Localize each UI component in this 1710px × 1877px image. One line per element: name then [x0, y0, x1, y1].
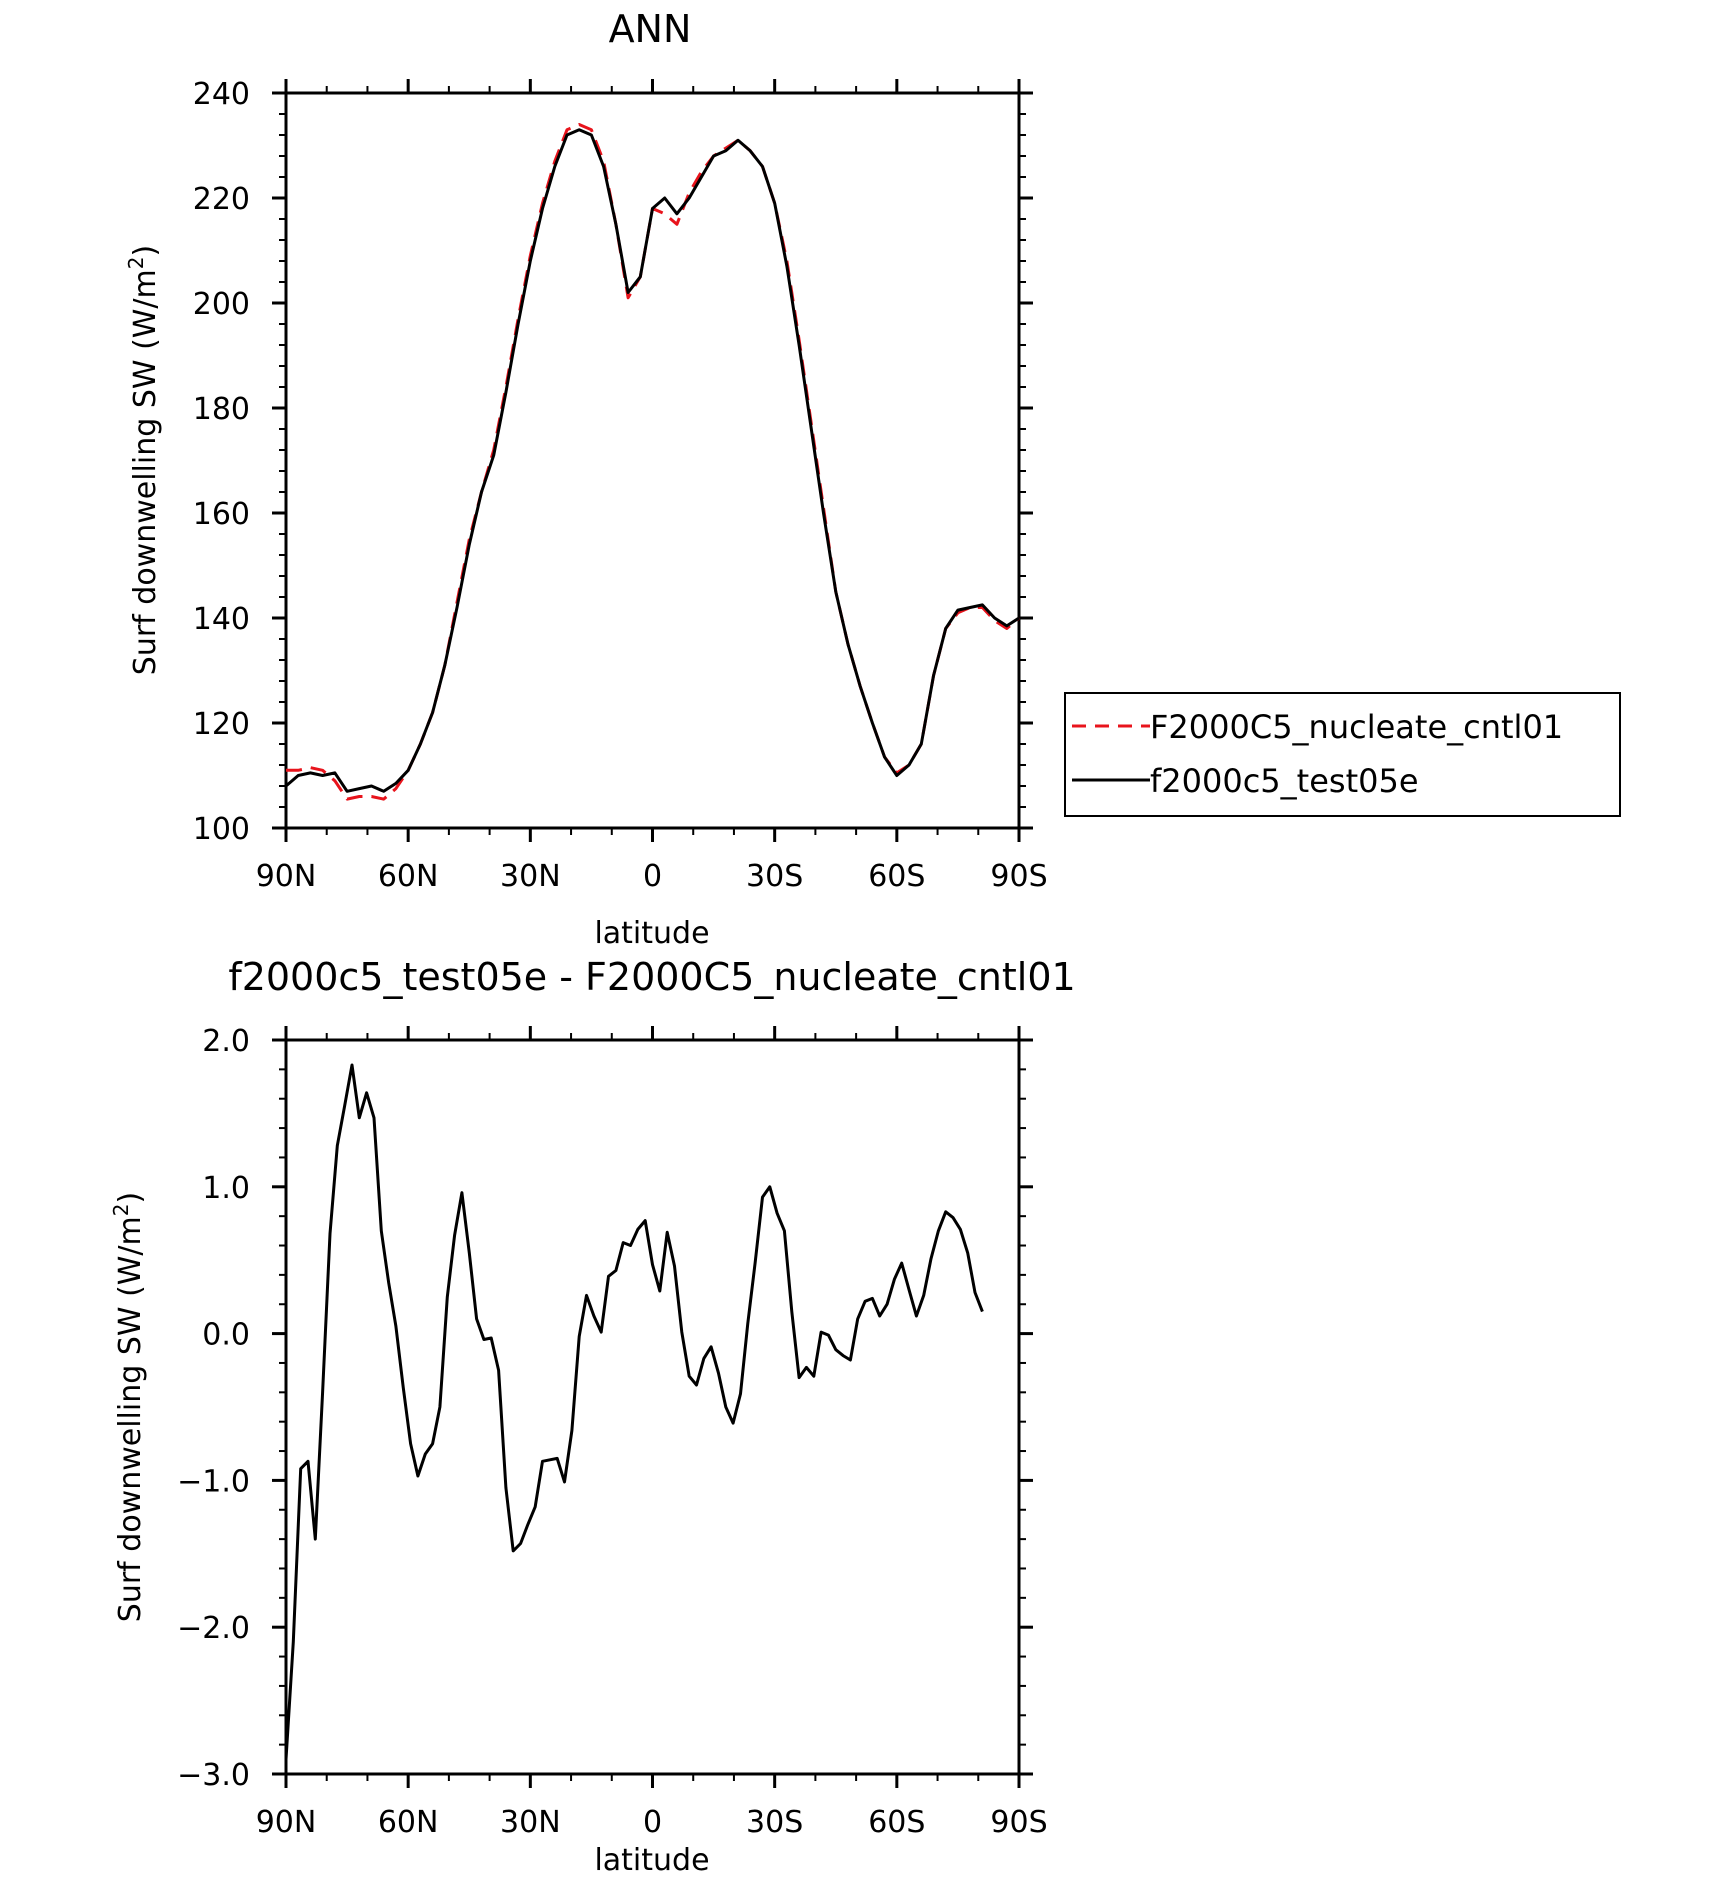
bottom-axis-ticks — [272, 1026, 1033, 1788]
legend-box — [1064, 692, 1621, 817]
top-y-axis-label-sup: 2 — [124, 257, 148, 270]
bottom-y-axis-label-close: ) — [113, 1192, 148, 1204]
legend-label-test05e: f2000c5_test05e — [1150, 762, 1419, 800]
top-x-tick-labels: 90N 60N 30N 0 30S 60S 90S — [256, 859, 1048, 894]
top-x-axis-label: latitude — [594, 916, 709, 951]
x-tick-label: 30N — [500, 859, 561, 894]
x-tick-label: 60S — [868, 859, 925, 894]
x-tick-label: 30S — [746, 1805, 803, 1840]
bottom-x-tick-labels: 90N 60N 30N 0 30S 60S 90S — [256, 1805, 1048, 1840]
y-tick-label: 220 — [193, 182, 250, 217]
y-tick-label: 120 — [193, 707, 250, 742]
x-tick-label: 30N — [500, 1805, 561, 1840]
y-tick-label: −3.0 — [177, 1758, 250, 1793]
y-tick-label: 140 — [193, 602, 250, 637]
legend-label-cntl01: F2000C5_nucleate_cntl01 — [1150, 708, 1563, 746]
y-tick-label: −2.0 — [177, 1611, 250, 1646]
x-tick-label: 60N — [378, 859, 439, 894]
top-panel: ANN 100 120 140 160 180 200 220 240 90N 60N 30N 0 3… — [124, 7, 1621, 951]
series-line-panel1-0 — [284, 1063, 984, 1760]
y-tick-label: 100 — [193, 812, 250, 847]
top-plot-frame — [284, 91, 1021, 830]
x-tick-label: 0 — [643, 1805, 662, 1840]
series-line-f2000c5_test05e — [285, 128, 1020, 793]
x-tick-label: 30S — [746, 859, 803, 894]
x-tick-label: 0 — [643, 859, 662, 894]
x-tick-label: 60S — [868, 1805, 925, 1840]
y-tick-label: 160 — [193, 497, 250, 532]
y-tick-label: 0.0 — [202, 1318, 250, 1353]
y-tick-label: 180 — [193, 392, 250, 427]
top-y-axis-label: Surf downwelling SW (W/m2) — [124, 245, 163, 675]
bottom-y-axis-label: Surf downwelling SW (W/m2) — [109, 1192, 148, 1622]
x-tick-label: 90N — [256, 1805, 317, 1840]
legend: F2000C5_nucleate_cntl01 f2000c5_test05e — [1064, 692, 1621, 817]
top-y-tick-labels: 100 120 140 160 180 200 220 240 — [193, 77, 250, 847]
x-tick-label: 60N — [378, 1805, 439, 1840]
y-tick-label: 200 — [193, 287, 250, 322]
bottom-panel: f2000c5_test05e - F2000C5_nucleate_cntl0… — [109, 955, 1076, 1877]
bottom-y-tick-labels: −3.0 −2.0 −1.0 0.0 1.0 2.0 — [177, 1024, 250, 1793]
bottom-panel-title: f2000c5_test05e - F2000C5_nucleate_cntl0… — [228, 955, 1075, 999]
y-tick-label: 240 — [193, 77, 250, 112]
y-tick-label: 2.0 — [202, 1024, 250, 1059]
top-panel-title: ANN — [609, 7, 692, 51]
bottom-series-group — [284, 1063, 984, 1760]
bottom-y-axis-label-main: Surf downwelling SW (W/m — [113, 1216, 148, 1622]
top-axis-ticks — [272, 79, 1033, 842]
top-y-axis-label-main: Surf downwelling SW (W/m — [128, 269, 163, 675]
top-series-group — [285, 123, 1020, 801]
x-tick-label: 90S — [990, 1805, 1047, 1840]
x-tick-label: 90N — [256, 859, 317, 894]
series-line-F2000C5_nucleate_cntl01 — [286, 123, 1020, 801]
top-y-axis-label-close: ) — [128, 245, 163, 257]
bottom-x-axis-label: latitude — [594, 1843, 709, 1877]
y-tick-label: −1.0 — [177, 1464, 250, 1499]
bottom-plot-frame — [284, 1038, 1021, 1776]
y-tick-label: 1.0 — [202, 1171, 250, 1206]
x-tick-label: 90S — [990, 859, 1047, 894]
bottom-y-axis-label-sup: 2 — [109, 1204, 133, 1217]
